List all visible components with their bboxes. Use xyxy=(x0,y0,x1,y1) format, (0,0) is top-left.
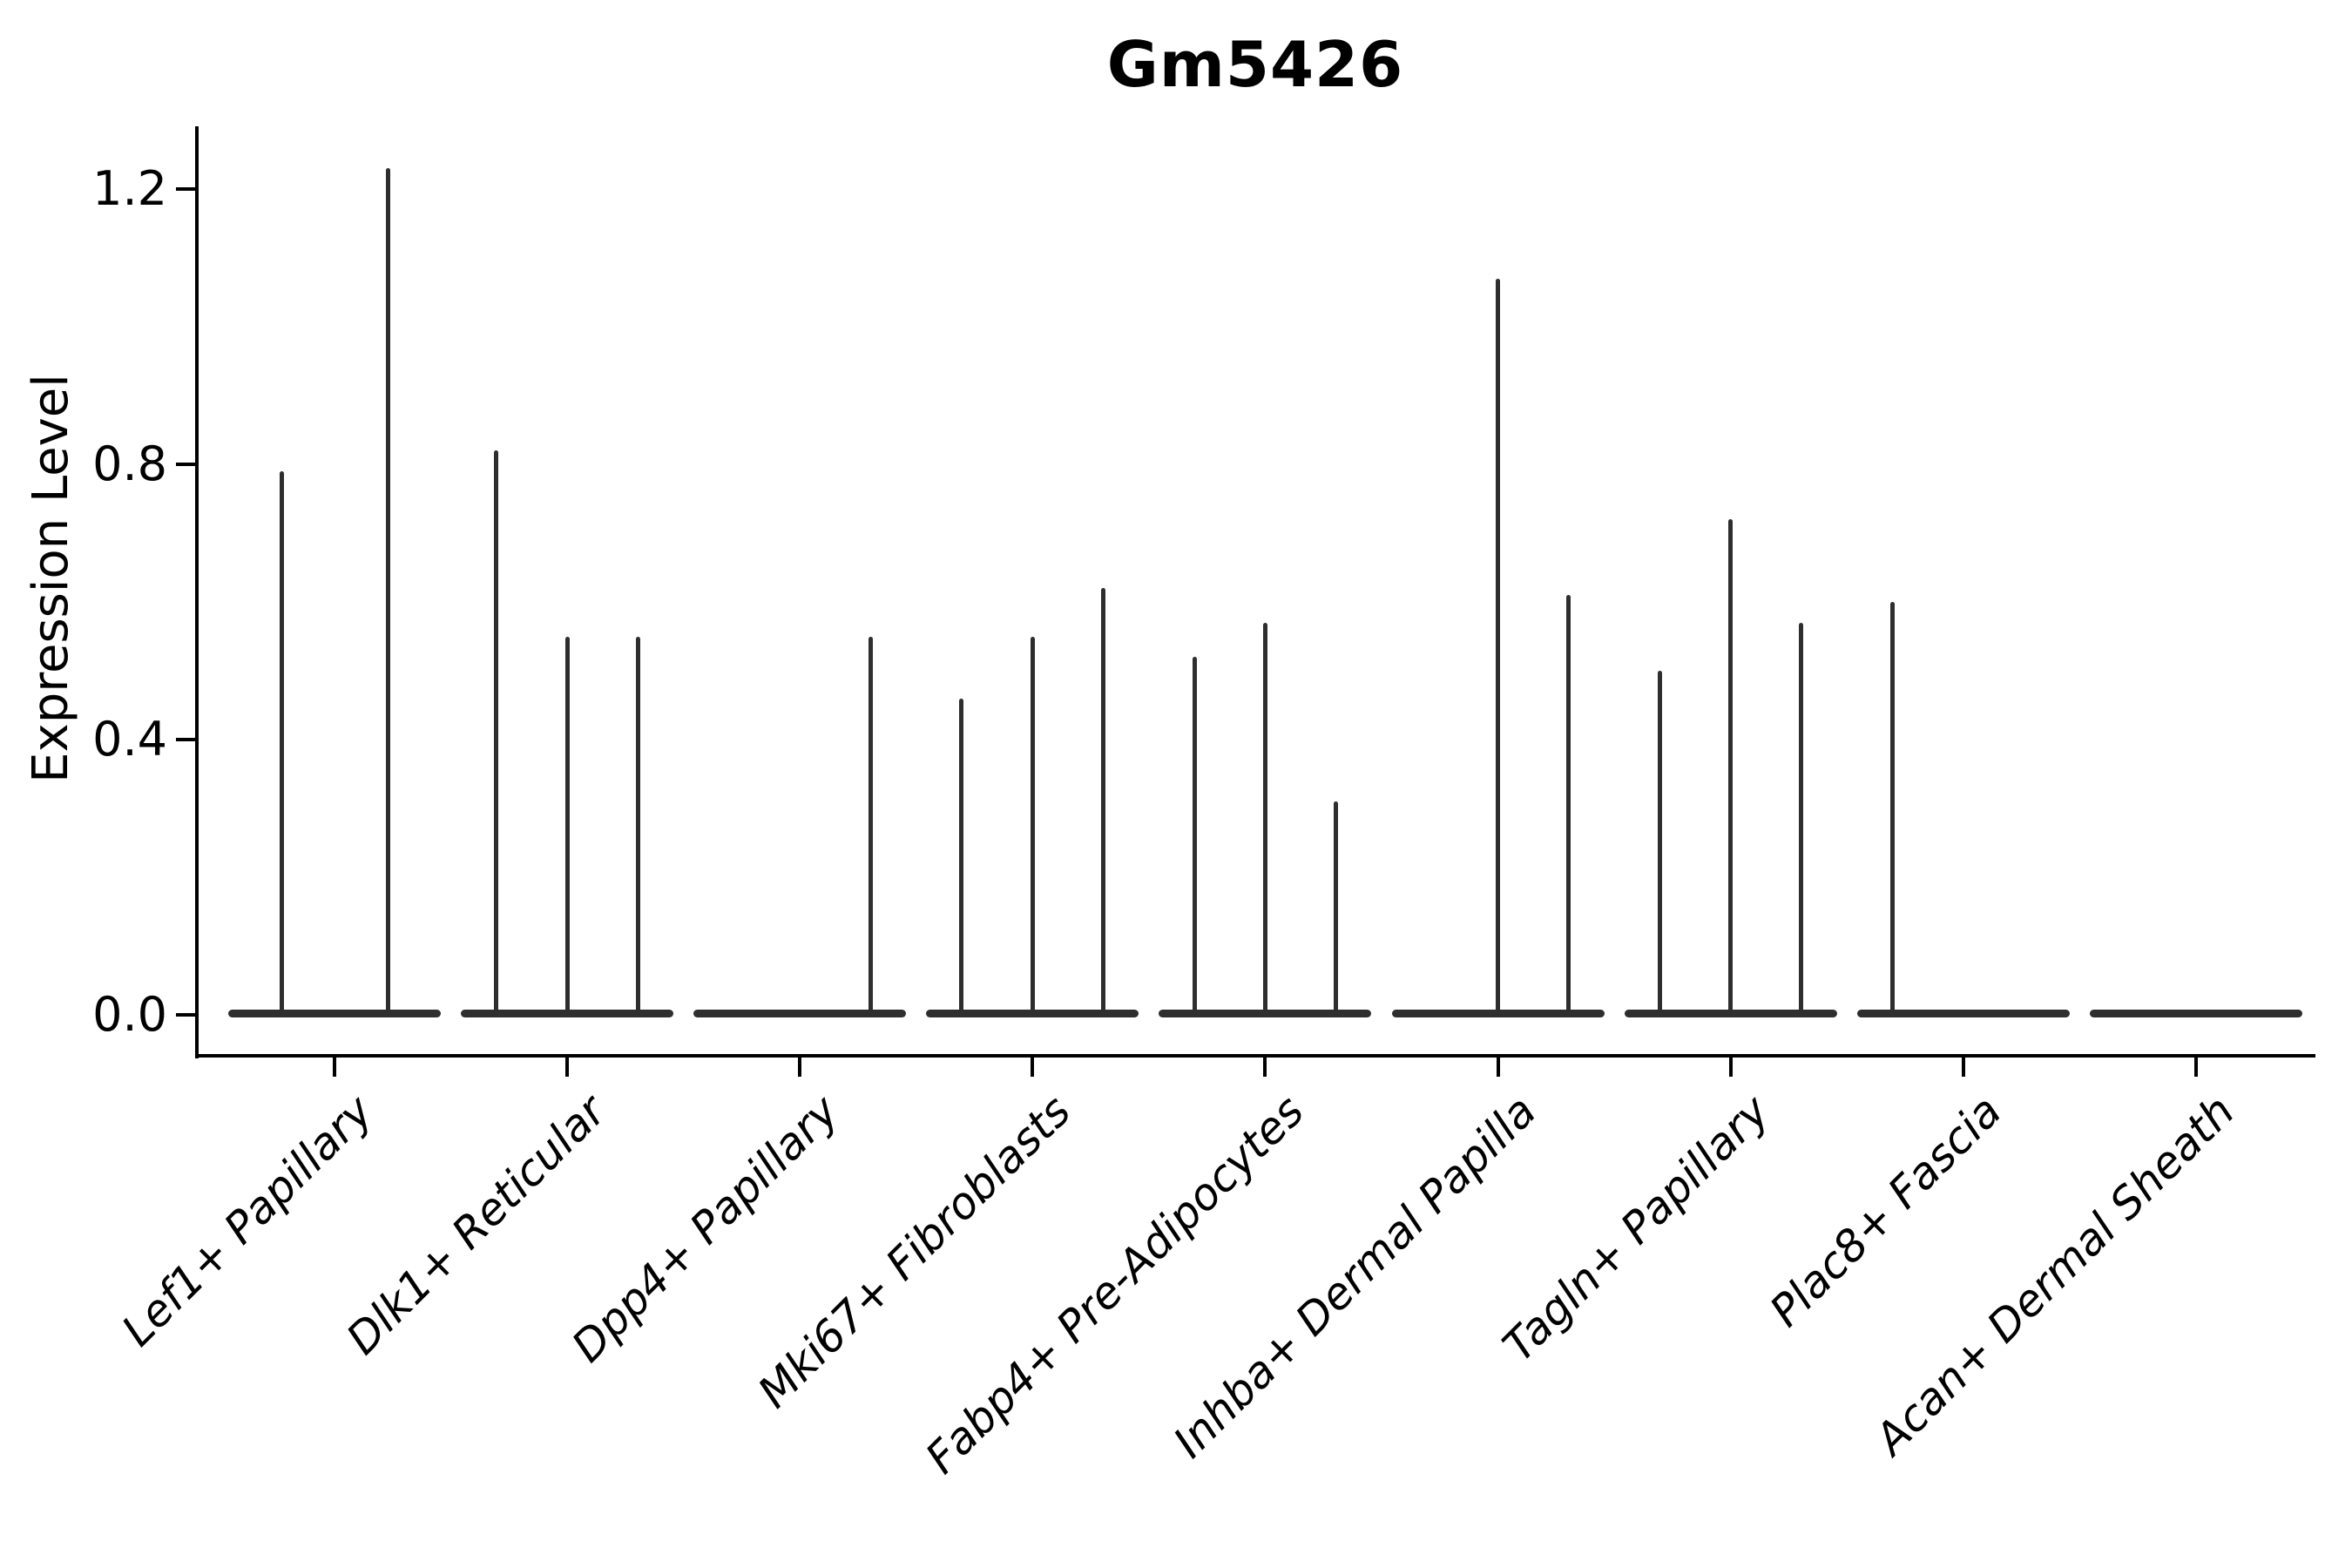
violin-baseline xyxy=(2089,1009,2302,1017)
x-tick-mark xyxy=(1961,1058,1965,1077)
y-tick-label: 0.0 xyxy=(92,987,167,1042)
violin-spike xyxy=(279,470,284,1017)
violin-spike xyxy=(1101,588,1106,1017)
x-axis-line xyxy=(195,1054,2315,1058)
violin-spike xyxy=(1728,519,1734,1017)
violin-spike xyxy=(959,698,964,1017)
x-tick-label: Lef1+ Papillary xyxy=(112,1085,383,1356)
y-tick-label: 0.4 xyxy=(92,712,167,767)
x-tick-label: Dlk1+ Reticular xyxy=(336,1085,616,1365)
x-tick-label: Plac8+ Fascia xyxy=(1761,1085,2012,1337)
y-axis-line xyxy=(195,126,199,1058)
violin-spike xyxy=(385,168,390,1017)
x-tick-mark xyxy=(1496,1058,1500,1077)
violin-spike xyxy=(635,636,640,1017)
violin-spike xyxy=(868,636,874,1017)
x-tick-mark xyxy=(2193,1058,2198,1077)
x-tick-mark xyxy=(333,1058,336,1077)
y-tick-label: 1.2 xyxy=(92,161,167,216)
violin-spike xyxy=(1566,595,1571,1017)
violin-spike xyxy=(1496,278,1500,1017)
x-tick-label: Fabp4+ Pre-Adipocytes xyxy=(916,1085,1314,1484)
y-tick-mark xyxy=(176,463,195,466)
x-tick-mark xyxy=(565,1058,570,1077)
x-tick-mark xyxy=(1031,1058,1035,1077)
violin-spike xyxy=(1334,801,1339,1017)
y-tick-mark xyxy=(176,1013,195,1017)
violin-spike xyxy=(1262,622,1267,1017)
x-tick-mark xyxy=(798,1058,802,1077)
y-tick-label: 0.8 xyxy=(92,436,167,491)
page-title: Gm5426 xyxy=(1106,28,1404,101)
violin-baseline xyxy=(228,1009,441,1017)
violin-spike xyxy=(1030,636,1035,1017)
y-tick-mark xyxy=(176,738,195,741)
violin-spike xyxy=(1657,671,1662,1017)
violin-spike xyxy=(564,636,570,1017)
violin-spike xyxy=(1192,657,1197,1017)
y-tick-mark xyxy=(176,187,195,191)
x-tick-mark xyxy=(1728,1058,1733,1077)
violin-spike xyxy=(1889,602,1895,1017)
violin-baseline xyxy=(693,1009,907,1017)
violin-spike xyxy=(494,450,499,1017)
violin-baseline xyxy=(1856,1009,2070,1017)
violin-spike xyxy=(1799,622,1804,1017)
x-tick-mark xyxy=(1263,1058,1267,1077)
